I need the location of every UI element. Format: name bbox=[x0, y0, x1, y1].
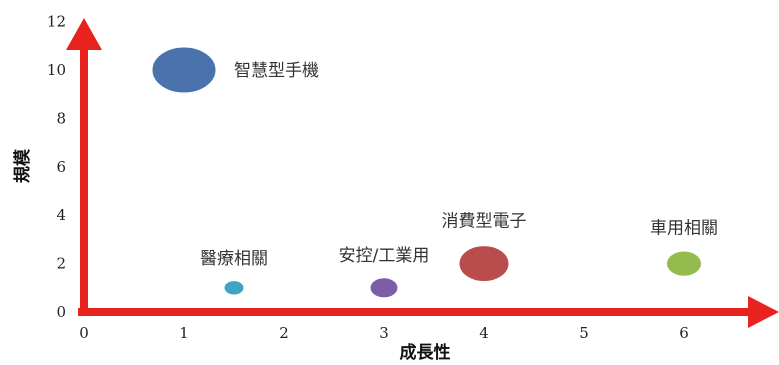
x-tick-label: 3 bbox=[379, 324, 389, 342]
bubble-label: 醫療相關 bbox=[200, 249, 268, 269]
chart-axes bbox=[66, 18, 779, 328]
y-tick-label: 12 bbox=[47, 13, 66, 31]
x-tick-label: 5 bbox=[579, 324, 589, 342]
x-axis-arrowhead bbox=[748, 296, 779, 328]
x-tick-label: 1 bbox=[179, 324, 189, 342]
y-axis-arrowhead bbox=[66, 18, 102, 50]
bubble bbox=[458, 245, 510, 283]
x-tick-label: 6 bbox=[679, 324, 689, 342]
y-axis-label: 規模 bbox=[12, 148, 33, 183]
y-tick-label: 10 bbox=[47, 61, 66, 79]
x-tick-label: 2 bbox=[279, 324, 289, 342]
bubble-label: 安控/工業用 bbox=[339, 246, 430, 266]
bubble-label: 車用相關 bbox=[650, 219, 718, 239]
x-tick-label: 0 bbox=[79, 324, 89, 342]
y-tick-label: 6 bbox=[56, 158, 66, 176]
bubbles bbox=[151, 46, 702, 299]
bubble bbox=[666, 250, 702, 277]
y-tick-label: 2 bbox=[56, 255, 66, 273]
bubble-label: 消費型電子 bbox=[442, 212, 527, 232]
bubble bbox=[151, 46, 217, 94]
y-tick-label: 0 bbox=[56, 303, 66, 321]
bubble-label: 智慧型手機 bbox=[234, 61, 319, 81]
x-tick-label: 4 bbox=[479, 324, 489, 342]
x-axis-label: 成長性 bbox=[400, 342, 451, 363]
y-tick-label: 4 bbox=[56, 206, 66, 224]
y-tick-label: 8 bbox=[56, 109, 66, 127]
bubble bbox=[369, 277, 399, 299]
bubble bbox=[223, 280, 245, 296]
